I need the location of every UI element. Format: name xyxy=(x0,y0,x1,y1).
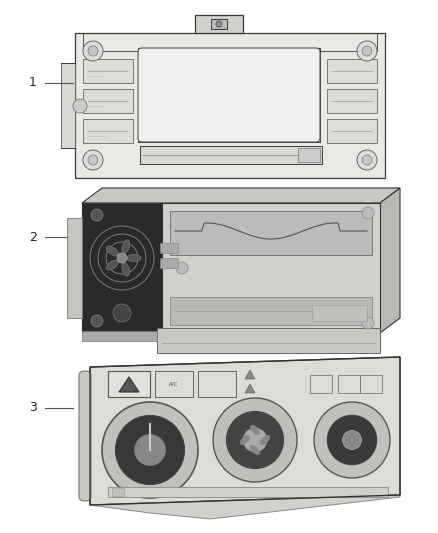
Polygon shape xyxy=(119,377,139,392)
Bar xyxy=(310,375,332,393)
Bar xyxy=(157,328,380,353)
Ellipse shape xyxy=(122,240,130,253)
Bar xyxy=(83,119,133,143)
Circle shape xyxy=(362,317,374,329)
Bar xyxy=(160,258,178,268)
Ellipse shape xyxy=(127,254,141,262)
Circle shape xyxy=(327,415,377,465)
Ellipse shape xyxy=(122,263,130,276)
Circle shape xyxy=(88,155,98,165)
Bar xyxy=(198,371,236,397)
Text: 3: 3 xyxy=(29,401,37,414)
Circle shape xyxy=(83,41,103,61)
Bar xyxy=(360,375,382,393)
Circle shape xyxy=(102,402,198,498)
Bar xyxy=(312,305,367,321)
Text: 2: 2 xyxy=(29,231,37,244)
FancyBboxPatch shape xyxy=(79,371,91,501)
Circle shape xyxy=(91,315,103,327)
Polygon shape xyxy=(90,357,400,505)
Polygon shape xyxy=(245,370,255,379)
Ellipse shape xyxy=(240,435,250,445)
Bar xyxy=(67,218,82,318)
Circle shape xyxy=(362,46,372,56)
Bar xyxy=(170,211,372,255)
Polygon shape xyxy=(245,384,255,393)
Circle shape xyxy=(213,398,297,482)
Circle shape xyxy=(73,99,87,113)
Bar xyxy=(83,89,133,113)
Circle shape xyxy=(117,253,127,263)
Circle shape xyxy=(343,431,361,449)
Circle shape xyxy=(357,150,377,170)
Circle shape xyxy=(362,207,374,219)
Circle shape xyxy=(88,46,98,56)
Bar xyxy=(327,119,377,143)
Circle shape xyxy=(314,402,390,478)
Ellipse shape xyxy=(250,425,260,435)
Ellipse shape xyxy=(260,435,270,445)
Ellipse shape xyxy=(106,260,118,270)
Ellipse shape xyxy=(106,246,118,256)
Circle shape xyxy=(134,434,166,465)
Bar xyxy=(108,487,388,497)
Bar xyxy=(298,148,320,162)
Bar xyxy=(112,488,124,496)
FancyBboxPatch shape xyxy=(138,48,320,142)
Bar xyxy=(338,375,360,393)
Polygon shape xyxy=(90,495,400,519)
Bar xyxy=(160,243,178,253)
Circle shape xyxy=(116,415,184,484)
Circle shape xyxy=(362,155,372,165)
Bar xyxy=(108,371,150,397)
Bar xyxy=(83,59,133,83)
Circle shape xyxy=(83,150,103,170)
Ellipse shape xyxy=(250,445,260,455)
Circle shape xyxy=(226,411,283,469)
Circle shape xyxy=(176,262,188,274)
Bar xyxy=(138,48,320,142)
Bar xyxy=(82,203,162,333)
Circle shape xyxy=(113,304,131,322)
Circle shape xyxy=(91,209,103,221)
Bar xyxy=(162,203,380,333)
Bar xyxy=(155,371,193,397)
Bar xyxy=(327,59,377,83)
Circle shape xyxy=(216,21,222,27)
Text: 1: 1 xyxy=(29,76,37,89)
Circle shape xyxy=(357,41,377,61)
Bar xyxy=(211,19,227,29)
Bar xyxy=(140,146,322,164)
Bar xyxy=(327,89,377,113)
Bar xyxy=(170,297,372,325)
Bar xyxy=(61,63,75,148)
Circle shape xyxy=(243,428,267,452)
Polygon shape xyxy=(380,188,400,333)
Bar xyxy=(75,33,385,178)
Bar xyxy=(195,15,243,33)
Text: A/C: A/C xyxy=(170,382,179,386)
Polygon shape xyxy=(82,188,400,203)
Bar xyxy=(82,331,157,341)
